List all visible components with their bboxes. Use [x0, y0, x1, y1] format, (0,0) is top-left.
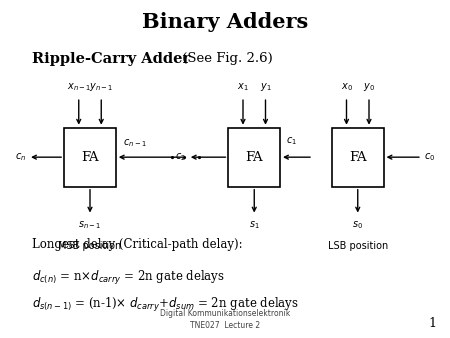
- Text: $s_1$: $s_1$: [249, 219, 260, 231]
- Text: (See Fig. 2.6): (See Fig. 2.6): [178, 52, 273, 65]
- Text: Binary Adders: Binary Adders: [142, 12, 308, 32]
- Text: MSB position: MSB position: [58, 241, 122, 251]
- Bar: [64, 128, 116, 187]
- Text: $c_2$: $c_2$: [175, 151, 185, 163]
- Text: FA: FA: [349, 151, 367, 164]
- Text: $x_{n-1}$: $x_{n-1}$: [67, 81, 91, 93]
- Text: Ripple-Carry Adder: Ripple-Carry Adder: [32, 52, 190, 66]
- Text: $c_n$: $c_n$: [15, 151, 26, 163]
- Text: LSB position: LSB position: [328, 241, 388, 251]
- Text: $d_{s(n-1)}$ = (n-1)× $d_{carry}$+$d_{sum}$ = 2n gate delays: $d_{s(n-1)}$ = (n-1)× $d_{carry}$+$d_{su…: [32, 296, 298, 314]
- Bar: [228, 128, 280, 187]
- Text: $y_1$: $y_1$: [260, 81, 271, 93]
- Text: $c_{n-1}$: $c_{n-1}$: [122, 137, 146, 149]
- Text: $c_0$: $c_0$: [424, 151, 436, 163]
- Text: $y_{n-1}$: $y_{n-1}$: [89, 81, 113, 93]
- Text: $\bullet\ \bullet\ \bullet$: $\bullet\ \bullet\ \bullet$: [168, 152, 203, 162]
- Text: $c_1$: $c_1$: [285, 135, 297, 147]
- Text: $s_{n-1}$: $s_{n-1}$: [78, 219, 102, 231]
- Text: Digital Kommunikationselektronik
TNE027  Lecture 2: Digital Kommunikationselektronik TNE027 …: [160, 309, 290, 330]
- Text: Longest delay (Critical-path delay):: Longest delay (Critical-path delay):: [32, 238, 242, 251]
- Text: FA: FA: [245, 151, 263, 164]
- Text: 1: 1: [428, 317, 436, 330]
- Text: $x_0$: $x_0$: [341, 81, 352, 93]
- Text: $y_0$: $y_0$: [363, 81, 375, 93]
- Text: FA: FA: [81, 151, 99, 164]
- Text: $s_0$: $s_0$: [352, 219, 363, 231]
- Bar: [332, 128, 383, 187]
- Text: $x_1$: $x_1$: [237, 81, 249, 93]
- Text: $d_{c(n)}$ = n×$d_{carry}$ = 2n gate delays: $d_{c(n)}$ = n×$d_{carry}$ = 2n gate del…: [32, 269, 225, 287]
